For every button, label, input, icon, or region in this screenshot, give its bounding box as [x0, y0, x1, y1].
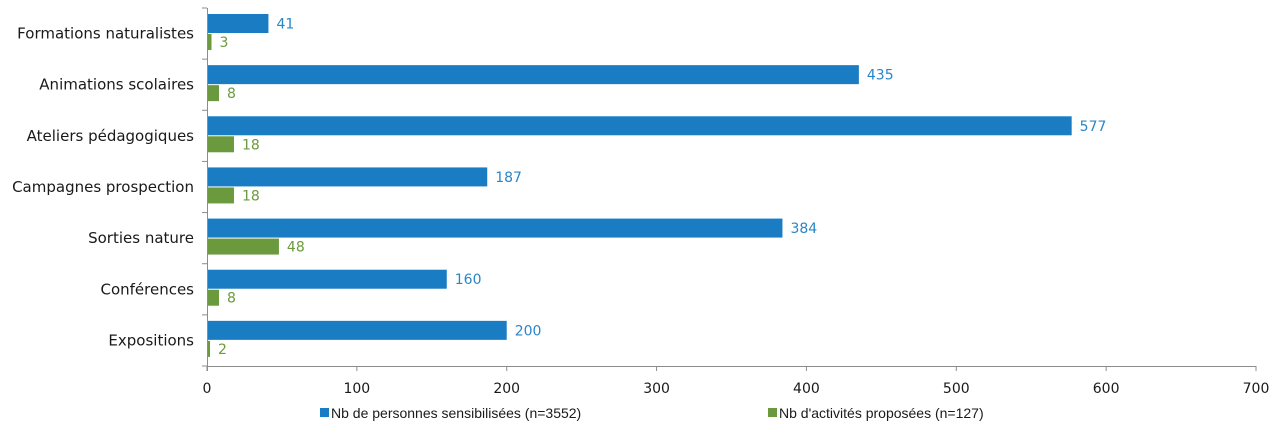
bar-personnes — [208, 320, 507, 340]
bar-personnes — [208, 218, 783, 238]
x-tick-label: 100 — [343, 381, 370, 397]
bar-activites — [208, 85, 219, 102]
legend-swatch-activites — [768, 408, 777, 417]
bar-personnes — [208, 65, 859, 85]
data-label-activites: 8 — [227, 291, 236, 307]
data-label-personnes: 160 — [455, 272, 482, 288]
category-label: Animations scolaires — [39, 76, 194, 94]
legend-label-personnes: Nb de personnes sensibilisées (n=3552) — [331, 405, 581, 421]
data-label-activites: 2 — [218, 342, 227, 358]
x-tick-label: 400 — [793, 381, 820, 397]
category-label: Conférences — [100, 280, 194, 298]
category-label: Sorties nature — [88, 229, 194, 247]
bar-activites — [208, 187, 234, 204]
x-tick-label: 0 — [203, 381, 212, 397]
x-tick-label: 600 — [1093, 381, 1120, 397]
category-label: Campagnes prospection — [12, 178, 194, 196]
bar-activites — [208, 34, 212, 50]
category-label: Ateliers pédagogiques — [27, 127, 195, 145]
bar-activites — [208, 136, 234, 153]
data-label-personnes: 577 — [1080, 119, 1107, 135]
data-label-personnes: 200 — [515, 323, 542, 339]
legend-label-activites: Nb d'activités proposées (n=127) — [779, 405, 984, 421]
x-tick-label: 200 — [493, 381, 520, 397]
bar-activites — [208, 289, 219, 306]
data-label-personnes: 41 — [276, 17, 294, 33]
data-label-activites: 48 — [287, 240, 305, 256]
x-tick-label: 700 — [1243, 381, 1270, 397]
bar-personnes — [208, 269, 447, 289]
bar-personnes — [208, 14, 269, 33]
bar-personnes — [208, 167, 488, 187]
bar-activites — [208, 238, 279, 255]
data-label-personnes: 187 — [495, 170, 522, 186]
category-label: Formations naturalistes — [17, 25, 194, 43]
bar-personnes — [208, 116, 1072, 136]
x-tick-label: 300 — [643, 381, 670, 397]
x-tick-label: 500 — [943, 381, 970, 397]
bar-activites — [208, 340, 210, 357]
data-label-personnes: 384 — [790, 221, 817, 237]
data-label-activites: 3 — [219, 35, 228, 51]
category-label: Expositions — [108, 331, 194, 349]
legend-swatch-personnes — [320, 408, 329, 417]
data-label-activites: 18 — [242, 137, 260, 153]
data-label-activites: 8 — [227, 86, 236, 102]
data-label-activites: 18 — [242, 188, 260, 204]
data-label-personnes: 435 — [867, 68, 894, 84]
